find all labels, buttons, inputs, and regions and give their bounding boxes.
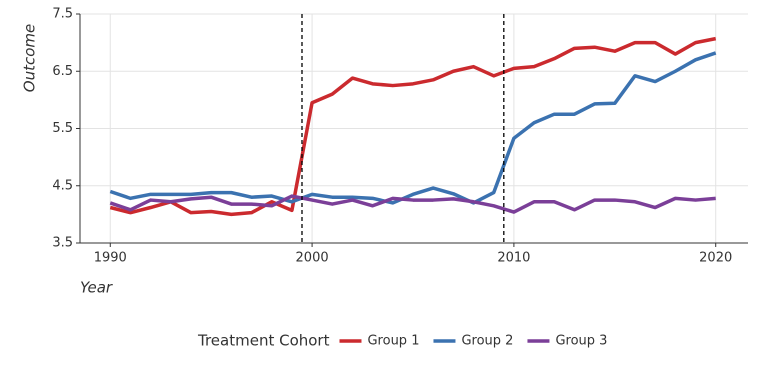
y-tick-label: 6.5 xyxy=(52,64,73,79)
line-series xyxy=(109,51,717,205)
x-tick-label: 2000 xyxy=(296,251,329,266)
x-tick-label: 2020 xyxy=(699,251,732,266)
y-tick-label: 4.5 xyxy=(52,178,73,193)
legend-label: Group 1 xyxy=(367,334,419,349)
y-tick-label: 7.5 xyxy=(52,7,73,22)
x-tick-label: 2010 xyxy=(497,251,530,266)
legend-label: Group 3 xyxy=(555,334,607,349)
line-series xyxy=(109,36,717,217)
legend-label: Group 2 xyxy=(461,334,513,349)
y-tick-label: 3.5 xyxy=(52,236,73,251)
line-series xyxy=(109,194,716,214)
x-tick-label: 1990 xyxy=(94,251,127,266)
x-axis-title: Year xyxy=(80,279,113,297)
legend-title: Treatment Cohort xyxy=(197,332,330,350)
y-axis-title: Outcome xyxy=(21,24,39,92)
y-tick-label: 5.5 xyxy=(52,121,73,136)
